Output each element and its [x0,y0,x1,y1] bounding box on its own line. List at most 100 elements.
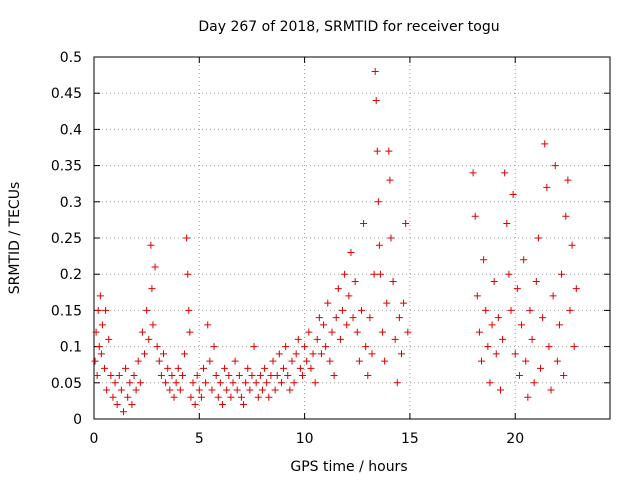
data-point [258,386,266,394]
y-axis-title: SRMTID / TECUs [7,182,23,295]
data-point [488,321,496,329]
data-point [148,285,156,293]
data-point [362,343,370,351]
data-point [286,386,294,394]
data-point [309,350,317,358]
plot-area-frame [93,56,611,420]
data-point [353,328,361,336]
data-point [482,306,490,314]
data-point [368,350,376,358]
data-point [560,372,568,380]
data-point [375,241,383,249]
data-point [478,357,486,365]
data-point [147,241,155,249]
data-point [371,67,379,75]
data-point [381,357,389,365]
data-point [250,343,258,351]
data-point [212,372,220,380]
data-point [505,270,513,278]
data-point [103,386,111,394]
data-point [296,364,304,372]
data-point [172,379,180,387]
data-point [187,393,195,401]
data-point [336,335,344,343]
y-tick-label: 0.5 [60,50,82,66]
data-point [202,379,210,387]
data-point [400,299,408,307]
data-point [186,328,194,336]
data-point [326,357,334,365]
data-point [92,328,100,336]
data-point [374,198,382,206]
data-point [248,372,256,380]
data-point [558,270,566,278]
data-point [261,364,269,372]
y-tick-label: 0 [73,412,82,428]
data-point [530,379,538,387]
data-point [134,357,142,365]
data-point [520,256,528,264]
data-point [480,256,488,264]
data-point [518,321,526,329]
data-point [391,335,399,343]
data-point [282,343,290,351]
data-point [515,372,523,380]
chart-grid [94,57,610,419]
y-tick-label: 0.25 [51,231,82,247]
data-point [341,270,349,278]
x-tick-label: 5 [195,431,204,447]
data-point [111,379,119,387]
data-point [376,270,384,278]
data-point [231,357,239,365]
data-point [237,393,245,401]
data-point [97,350,105,358]
data-point [370,270,378,278]
data-point [534,234,542,242]
data-point [284,372,292,380]
data-point [170,393,178,401]
data-point [101,364,109,372]
data-point [524,393,532,401]
data-point [95,343,103,351]
data-point [157,372,165,380]
data-point [105,335,113,343]
data-point [393,379,401,387]
data-point [136,379,144,387]
data-point [539,314,547,322]
chart-title: Day 267 of 2018, SRMTID for receiver tog… [198,19,499,35]
data-point [195,386,203,394]
data-point [273,372,281,380]
data-point [389,277,397,285]
data-point [265,393,273,401]
data-points [91,67,580,416]
data-point [494,314,502,322]
x-tick-label: 0 [90,431,99,447]
data-point [271,386,279,394]
data-point [280,364,288,372]
data-point [305,328,313,336]
data-point [141,350,149,358]
data-point [360,220,368,228]
data-point [174,364,182,372]
data-point [109,393,117,401]
data-point [303,357,311,365]
data-point [107,372,115,380]
data-point [395,314,403,322]
data-point [160,350,168,358]
data-point [218,401,226,409]
data-point [522,357,530,365]
data-point [132,386,140,394]
data-point [357,306,365,314]
data-point [492,350,500,358]
data-point [532,277,540,285]
data-point [242,379,250,387]
y-tick-label: 0.15 [51,303,82,319]
data-point [387,234,395,242]
data-point [189,379,197,387]
data-point [496,386,504,394]
data-point [166,386,174,394]
data-point [244,364,252,372]
data-point [221,364,229,372]
data-point [301,343,309,351]
data-point [332,314,340,322]
